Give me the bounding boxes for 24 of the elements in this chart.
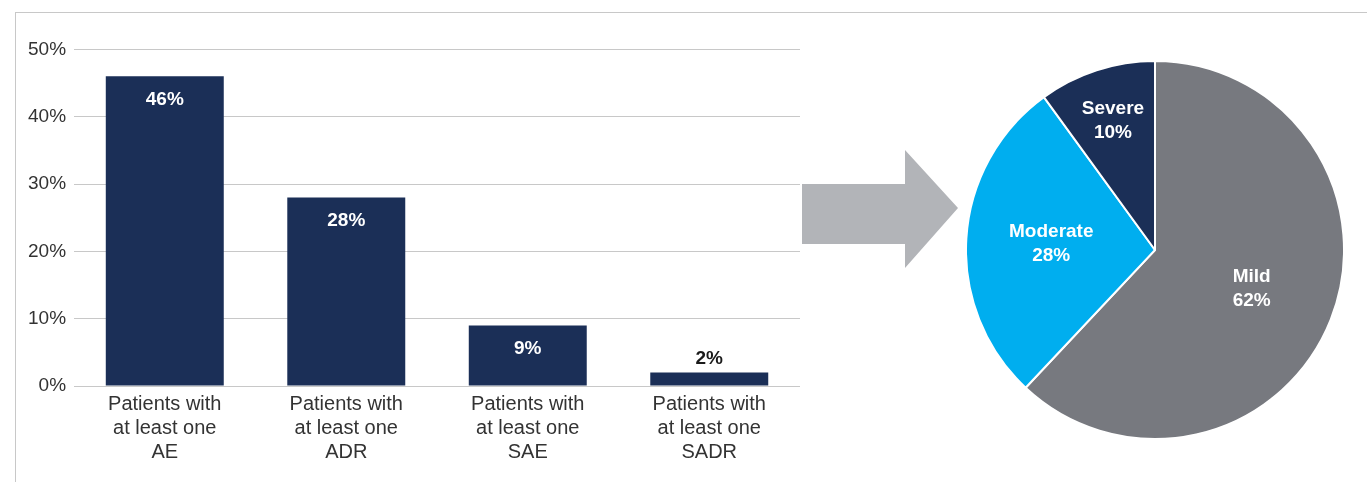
y-tick-label: 10% xyxy=(28,306,67,328)
y-tick-label: 30% xyxy=(28,172,67,194)
x-tick-label: Patients with at least one SAE xyxy=(471,391,585,462)
y-tick-label: 40% xyxy=(28,104,67,126)
bar xyxy=(650,372,769,386)
bar xyxy=(105,76,224,386)
y-tick-label: 20% xyxy=(28,239,67,261)
y-tick-label: 50% xyxy=(28,37,67,59)
data-label: 9% xyxy=(514,337,542,359)
bar xyxy=(468,325,587,386)
data-label: 46% xyxy=(145,88,184,110)
slice-label: Severe xyxy=(1081,96,1145,118)
slice-label: Mild xyxy=(1232,264,1271,286)
x-tick-label: Patients with at least one ADR xyxy=(289,391,403,462)
y-tick-label: 0% xyxy=(38,374,67,396)
slice-label: Moderate xyxy=(1009,219,1094,241)
data-label: 28% xyxy=(327,209,366,231)
data-label: 10% xyxy=(1093,120,1133,142)
bar xyxy=(287,197,406,386)
data-label: 28% xyxy=(1032,243,1071,265)
data-label: 2% xyxy=(695,347,724,369)
x-tick-label: Patients with at least one SADR xyxy=(652,391,766,462)
data-label: 62% xyxy=(1232,288,1271,310)
x-tick-label: Patients with at least one AE xyxy=(108,391,222,462)
